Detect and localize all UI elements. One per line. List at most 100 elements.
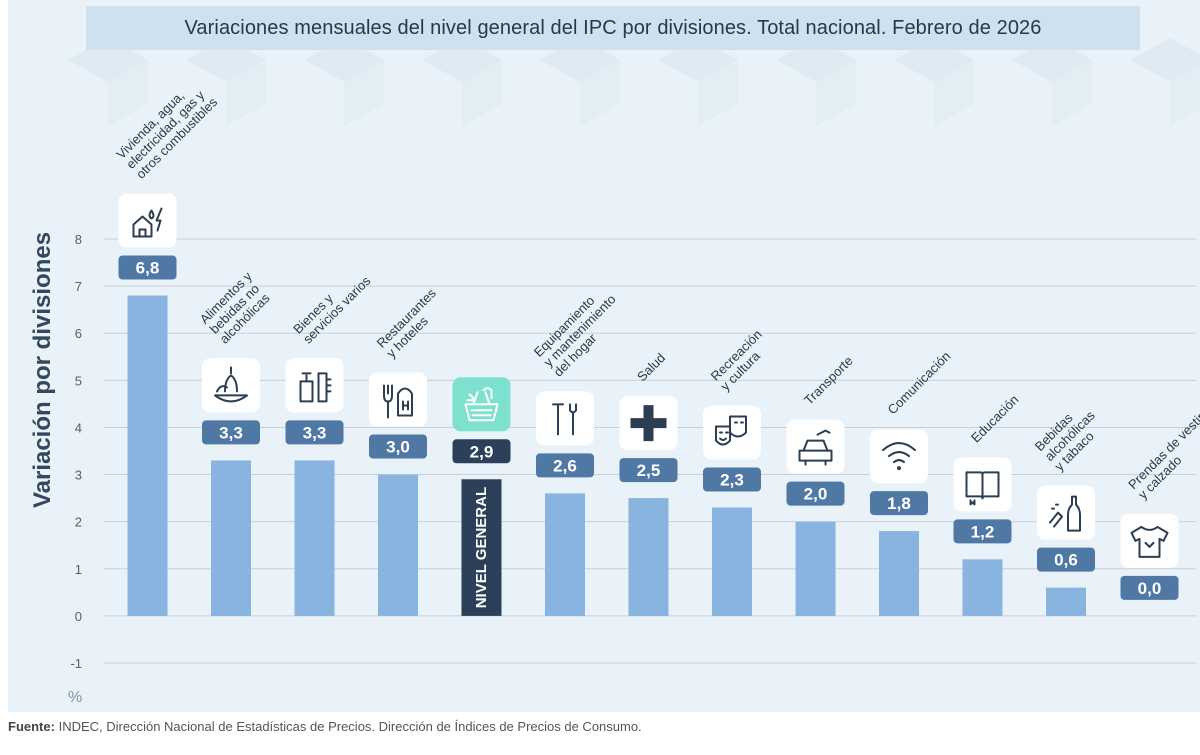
- y-tick-label: 6: [75, 326, 82, 341]
- category-label: Bienes yservicios varios: [290, 263, 374, 347]
- bar: [628, 498, 669, 616]
- y-axis-label: Variación por divisiones: [29, 232, 56, 508]
- tools-icon: [552, 403, 577, 436]
- icon-shape: [630, 405, 667, 442]
- value-badge: [1037, 547, 1095, 572]
- bar: [545, 493, 585, 616]
- pattern-shape: [698, 60, 738, 126]
- title-box: Variaciones mensuales del nivel general …: [86, 6, 1140, 50]
- category-label: Equipamientoy mantenimientodel hogar: [531, 282, 629, 380]
- icon-tile: [1037, 485, 1095, 540]
- pattern-shape: [1170, 65, 1200, 126]
- nivel-general-label: NIVEL GENERAL: [473, 487, 490, 608]
- data-label: 3,0: [386, 438, 410, 457]
- data-label: 2,3: [720, 471, 744, 490]
- icon-shape: [897, 466, 901, 471]
- value-badge: [536, 453, 594, 478]
- icon-tile: [703, 405, 761, 460]
- bar: [712, 507, 752, 616]
- value-badge: [369, 434, 427, 459]
- value-badge: [202, 420, 260, 445]
- icon-tile: [870, 429, 928, 484]
- chart-panel: Variación por divisiones% -1 0 1 2 3 4 5 6 7 8 6,8 V…: [8, 0, 1200, 712]
- y-tick-label: 2: [75, 515, 82, 530]
- pattern-shape: [226, 60, 266, 126]
- bar: [127, 295, 168, 616]
- data-label: 2,9: [470, 442, 494, 461]
- food-icon: [214, 366, 248, 403]
- source-label: Fuente:: [8, 719, 55, 734]
- icon-tile: [202, 358, 260, 413]
- bottle-icon: [1049, 495, 1081, 532]
- category-label: Recreacióny cultura: [708, 327, 775, 394]
- value-badge: [786, 481, 845, 506]
- value-badge: [118, 255, 177, 280]
- shirt-icon: [1130, 525, 1169, 558]
- chart-title: Variaciones mensuales del nivel general …: [184, 16, 1042, 39]
- data-label: 1,2: [971, 522, 995, 541]
- bar: [294, 460, 335, 616]
- value-badge: [1120, 575, 1179, 600]
- car-icon: [798, 429, 833, 466]
- category-label: Comunicación: [885, 348, 954, 417]
- data-label: 2,6: [553, 456, 577, 475]
- pattern-shape: [462, 60, 502, 126]
- category-label: Restaurantesy hoteles: [374, 285, 450, 361]
- y-tick-label: 8: [75, 232, 82, 247]
- house-energy-icon: [132, 207, 163, 238]
- y-tick-label: 1: [75, 562, 82, 577]
- source-footer: Fuente: INDEC, Dirección Nacional de Est…: [8, 719, 642, 734]
- icon-tile: [536, 391, 594, 446]
- category-label: Salud: [634, 350, 668, 384]
- health-cross-icon: [630, 405, 667, 442]
- category-label: Prendas de vestiry calzado: [1125, 409, 1200, 502]
- y-tick-label: 4: [75, 420, 82, 435]
- data-label: 3,3: [219, 423, 243, 442]
- data-label: 1,8: [887, 494, 911, 513]
- bar: [962, 559, 1003, 616]
- y-tick-label: -1: [70, 656, 82, 671]
- y-tick-label: 0: [75, 609, 82, 624]
- data-label: 2,0: [804, 485, 828, 504]
- icon-tile: [786, 419, 845, 474]
- y-axis-unit: %: [68, 689, 82, 706]
- data-label: 3,3: [303, 423, 327, 442]
- y-tick-label: 7: [75, 279, 82, 294]
- value-badge: [703, 467, 761, 492]
- data-label: 6,8: [136, 259, 160, 278]
- y-tick-label: 3: [75, 468, 82, 483]
- y-tick-label: 5: [75, 373, 82, 388]
- pattern-shape: [344, 60, 384, 126]
- value-badge: [870, 491, 928, 516]
- value-badge: [953, 519, 1012, 544]
- bar-chart: Variación por divisiones% -1 0 1 2 3 4 5 6 7 8 6,8 V…: [29, 74, 1200, 706]
- icon-tile: [1120, 513, 1179, 568]
- bar: [461, 479, 502, 616]
- pattern-shape: [1052, 60, 1092, 126]
- pattern-shape: [580, 60, 620, 126]
- category-label: Educación: [968, 392, 1022, 446]
- bar: [378, 474, 418, 616]
- pattern-shape: [108, 60, 148, 126]
- toiletries-icon: [299, 372, 332, 403]
- category-label: Vivienda, agua,electricidad, gas yotros …: [113, 74, 220, 181]
- value-badge: [619, 458, 678, 483]
- source-text: INDEC, Dirección Nacional de Estadística…: [58, 719, 642, 734]
- bar: [879, 531, 919, 616]
- bar: [1046, 587, 1086, 616]
- data-label: 0,6: [1054, 551, 1078, 570]
- pattern-shape: [1130, 38, 1200, 82]
- bar: [211, 460, 251, 616]
- category-label: Bebidasalcohólicasy tabaco: [1032, 398, 1108, 474]
- icon-tile: [285, 358, 344, 413]
- wifi-icon: [882, 442, 916, 471]
- book-icon: [965, 471, 1000, 506]
- data-label: 2,5: [637, 461, 661, 480]
- value-badge: [285, 420, 344, 445]
- theater-masks-icon: [715, 415, 747, 446]
- bar: [795, 521, 836, 616]
- category-label: Alimentos ybebidas noalcohólicas: [197, 268, 275, 346]
- basket-icon: [464, 387, 499, 422]
- pattern-shape: [816, 60, 856, 126]
- data-label: 0,0: [1138, 579, 1162, 598]
